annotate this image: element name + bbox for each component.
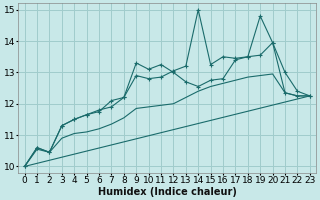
X-axis label: Humidex (Indice chaleur): Humidex (Indice chaleur) <box>98 187 237 197</box>
